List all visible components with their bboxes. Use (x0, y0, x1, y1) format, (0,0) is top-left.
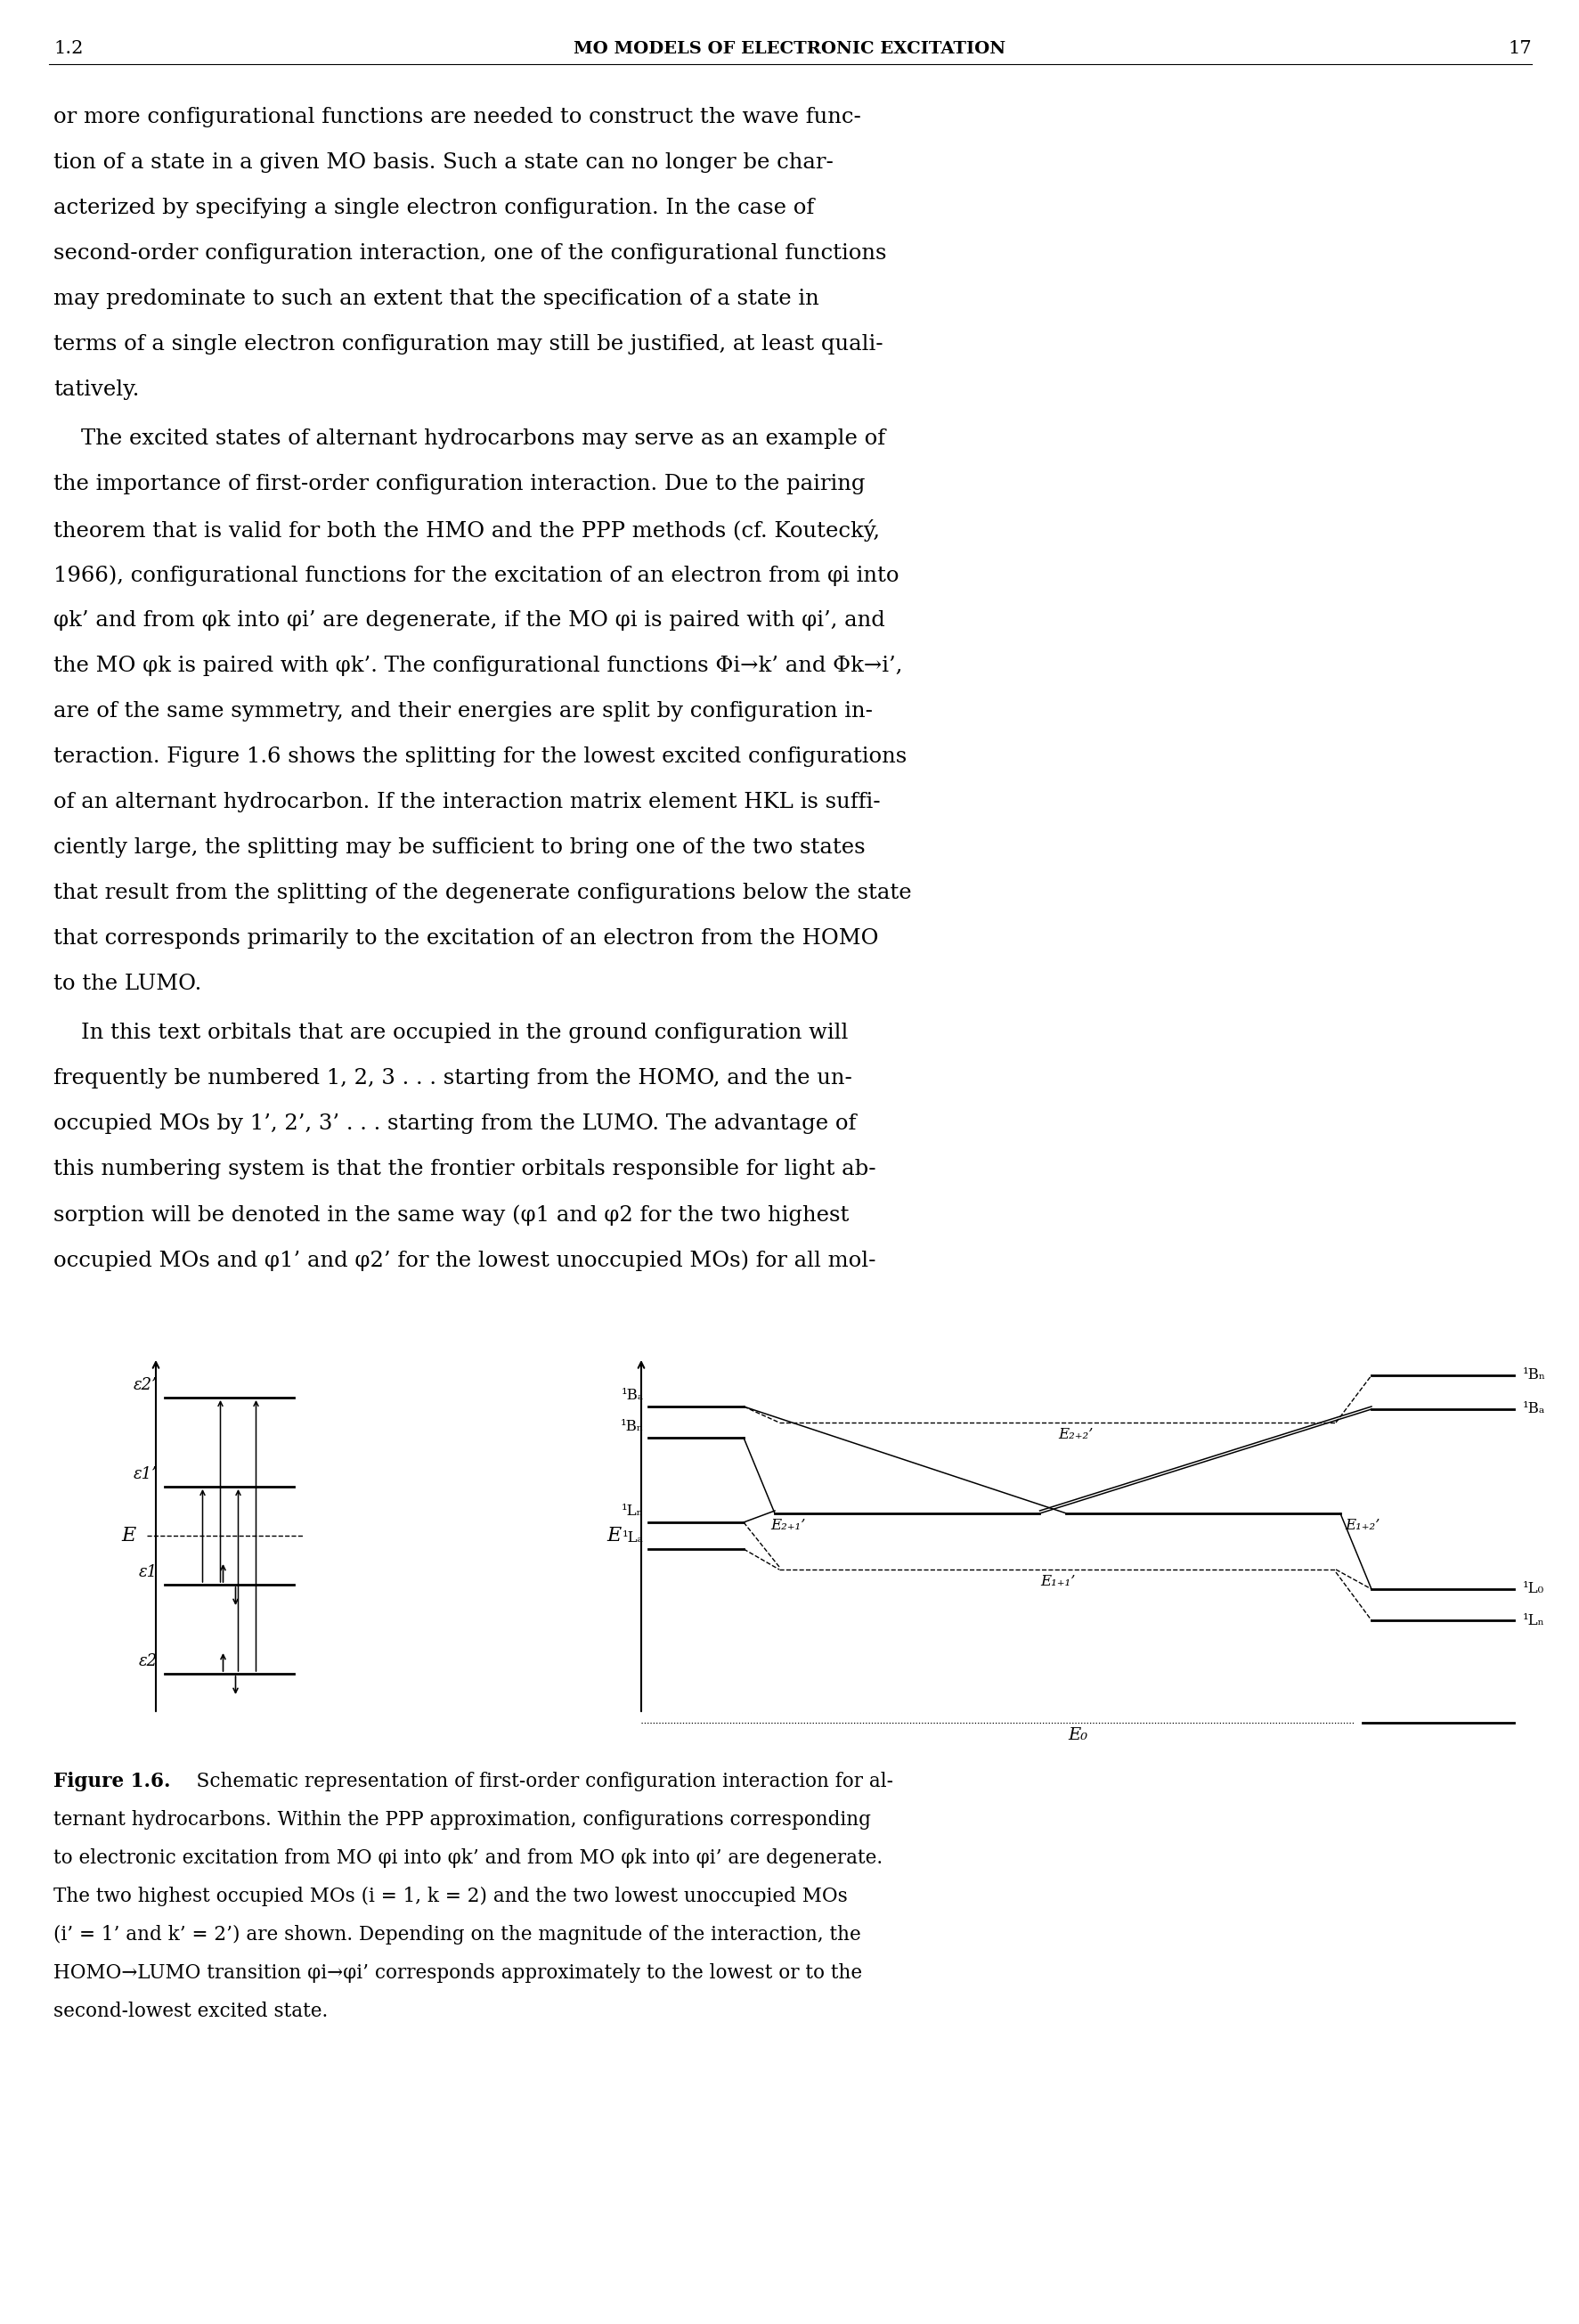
Text: ε1: ε1 (139, 1564, 158, 1580)
Text: HOMO→LUMO transition φi→φi’ corresponds approximately to the lowest or to the: HOMO→LUMO transition φi→φi’ corresponds … (54, 1964, 862, 1982)
Text: of an alternant hydrocarbon. If the interaction matrix element HKL is suffi-: of an alternant hydrocarbon. If the inte… (54, 792, 880, 813)
Text: E: E (122, 1527, 136, 1545)
Text: tatively.: tatively. (54, 379, 139, 400)
Text: ¹Bₙ: ¹Bₙ (621, 1420, 644, 1434)
Text: MO MODELS OF ELECTRONIC EXCITATION: MO MODELS OF ELECTRONIC EXCITATION (573, 42, 1006, 58)
Text: terms of a single electron configuration may still be justified, at least quali-: terms of a single electron configuration… (54, 335, 883, 356)
Text: φk’ and from φk into φi’ are degenerate, if the MO φi is paired with φi’, and: φk’ and from φk into φi’ are degenerate,… (54, 611, 884, 630)
Text: 1.2: 1.2 (54, 40, 84, 58)
Text: ternant hydrocarbons. Within the PPP approximation, configurations corresponding: ternant hydrocarbons. Within the PPP app… (54, 1810, 870, 1829)
Text: the importance of first-order configuration interaction. Due to the pairing: the importance of first-order configurat… (54, 474, 865, 495)
Text: to electronic excitation from MO φi into φk’ and from MO φk into φi’ are degener: to electronic excitation from MO φi into… (54, 1848, 883, 1868)
Text: that result from the splitting of the degenerate configurations below the state: that result from the splitting of the de… (54, 883, 911, 904)
Text: ¹Bₙ: ¹Bₙ (1522, 1369, 1546, 1383)
Text: ε2: ε2 (139, 1652, 158, 1669)
Text: acterized by specifying a single electron configuration. In the case of: acterized by specifying a single electro… (54, 198, 813, 218)
Text: this numbering system is that the frontier orbitals responsible for light ab-: this numbering system is that the fronti… (54, 1160, 875, 1178)
Text: 1966), configurational functions for the excitation of an electron from φi into: 1966), configurational functions for the… (54, 565, 898, 586)
Text: tion of a state in a given MO basis. Such a state can no longer be char-: tion of a state in a given MO basis. Suc… (54, 153, 834, 172)
Text: E: E (606, 1527, 621, 1545)
Text: ε2’: ε2’ (134, 1378, 158, 1392)
Text: ¹Lₙ: ¹Lₙ (622, 1504, 644, 1520)
Text: second-lowest excited state.: second-lowest excited state. (54, 2001, 328, 2022)
Text: ¹L₀: ¹L₀ (1522, 1583, 1544, 1597)
Text: occupied MOs by 1’, 2’, 3’ . . . starting from the LUMO. The advantage of: occupied MOs by 1’, 2’, 3’ . . . startin… (54, 1113, 856, 1134)
Text: E₁₊₁’: E₁₊₁’ (1039, 1573, 1074, 1590)
Text: Figure 1.6.: Figure 1.6. (54, 1771, 171, 1792)
Text: E₀: E₀ (1067, 1727, 1086, 1743)
Text: to the LUMO.: to the LUMO. (54, 974, 202, 995)
Text: ¹Lₐ: ¹Lₐ (622, 1529, 644, 1545)
Text: sorption will be denoted in the same way (φ1 and φ2 for the two highest: sorption will be denoted in the same way… (54, 1204, 848, 1225)
Text: The two highest occupied MOs (i = 1, k = 2) and the two lowest unoccupied MOs: The two highest occupied MOs (i = 1, k =… (54, 1887, 846, 1906)
Text: second-order configuration interaction, one of the configurational functions: second-order configuration interaction, … (54, 244, 886, 263)
Text: ¹Lₙ: ¹Lₙ (1522, 1613, 1544, 1627)
Text: frequently be numbered 1, 2, 3 . . . starting from the HOMO, and the un-: frequently be numbered 1, 2, 3 . . . sta… (54, 1069, 851, 1088)
Text: E₂₊₁’: E₂₊₁’ (771, 1518, 805, 1534)
Text: ¹Bₐ: ¹Bₐ (1522, 1401, 1544, 1418)
Text: the MO φk is paired with φk’. The configurational functions Φi→k’ and Φk→i’,: the MO φk is paired with φk’. The config… (54, 655, 902, 676)
Text: ε1’: ε1’ (134, 1466, 158, 1483)
Text: The excited states of alternant hydrocarbons may serve as an example of: The excited states of alternant hydrocar… (54, 428, 884, 449)
Text: occupied MOs and φ1’ and φ2’ for the lowest unoccupied MOs) for all mol-: occupied MOs and φ1’ and φ2’ for the low… (54, 1250, 875, 1271)
Text: Schematic representation of first-order configuration interaction for al-: Schematic representation of first-order … (178, 1771, 892, 1792)
Text: E₂₊₂’: E₂₊₂’ (1058, 1427, 1093, 1443)
Text: or more configurational functions are needed to construct the wave func-: or more configurational functions are ne… (54, 107, 861, 128)
Text: are of the same symmetry, and their energies are split by configuration in-: are of the same symmetry, and their ener… (54, 702, 872, 720)
Text: may predominate to such an extent that the specification of a state in: may predominate to such an extent that t… (54, 288, 818, 309)
Text: teraction. Figure 1.6 shows the splitting for the lowest excited configurations: teraction. Figure 1.6 shows the splittin… (54, 746, 906, 767)
Text: ¹Bₐ: ¹Bₐ (621, 1387, 644, 1404)
Text: (i’ = 1’ and k’ = 2’) are shown. Depending on the magnitude of the interaction, : (i’ = 1’ and k’ = 2’) are shown. Dependi… (54, 1924, 861, 1945)
Text: 17: 17 (1508, 40, 1532, 58)
Text: In this text orbitals that are occupied in the ground configuration will: In this text orbitals that are occupied … (54, 1023, 848, 1043)
Text: theorem that is valid for both the HMO and the PPP methods (cf. Koutecký,: theorem that is valid for both the HMO a… (54, 518, 880, 541)
Text: that corresponds primarily to the excitation of an electron from the HOMO: that corresponds primarily to the excita… (54, 927, 878, 948)
Text: ciently large, the splitting may be sufficient to bring one of the two states: ciently large, the splitting may be suff… (54, 837, 865, 858)
Text: E₁₊₂’: E₁₊₂’ (1344, 1518, 1378, 1534)
